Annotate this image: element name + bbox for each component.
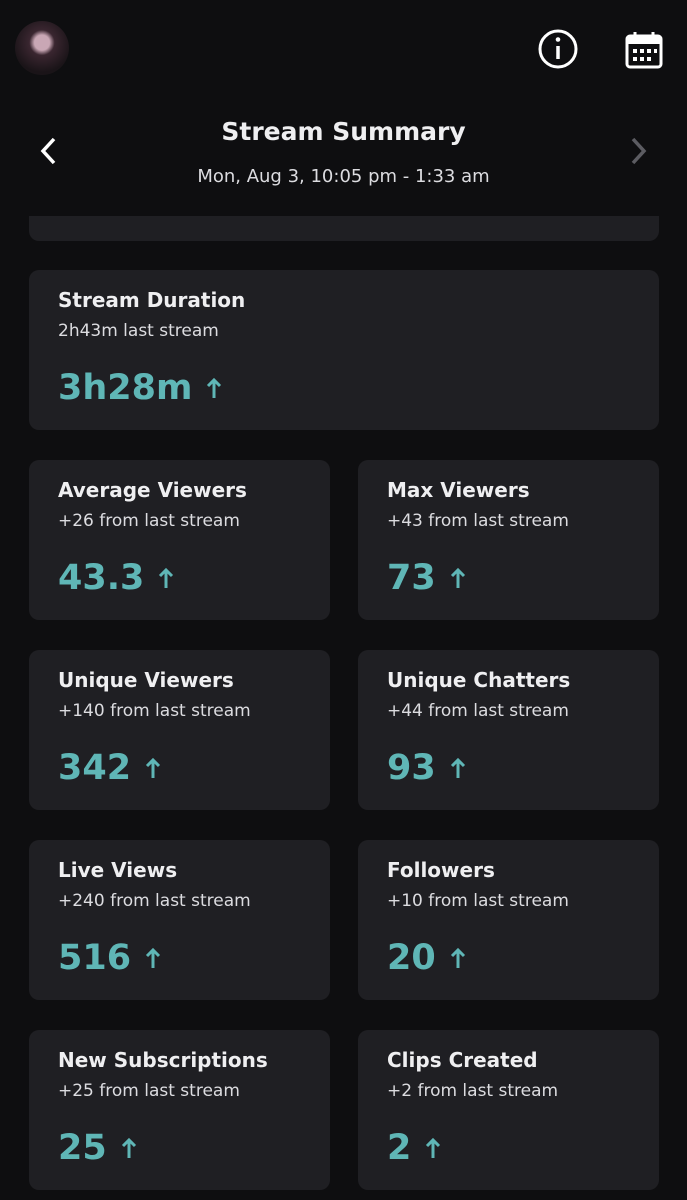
- stat-comparison: +140 from last stream: [58, 701, 251, 721]
- stat-title: Unique Viewers: [58, 668, 234, 692]
- stat-comparison: +240 from last stream: [58, 891, 251, 911]
- stat-value-row: 93: [387, 748, 466, 788]
- up-arrow: [450, 947, 465, 968]
- page-title: Stream Summary: [221, 117, 466, 146]
- stat-value: 342: [58, 748, 132, 788]
- stat-comparison: +26 from last stream: [58, 511, 240, 531]
- stat-value-row: 73: [387, 558, 466, 598]
- stat-value: 2: [387, 1128, 412, 1168]
- stat-comparison: +44 from last stream: [387, 701, 569, 721]
- stat-title: New Subscriptions: [58, 1048, 268, 1072]
- up-arrow: [450, 567, 465, 588]
- stat-title: Live Views: [58, 858, 178, 882]
- stat-value: 3h28m: [58, 368, 193, 408]
- stat-value: 20: [387, 938, 436, 978]
- calendar-button[interactable]: [624, 30, 664, 70]
- stat-title: Followers: [387, 858, 495, 882]
- stat-value: 93: [387, 748, 436, 788]
- stat-value-row: 20: [387, 938, 466, 978]
- info-button[interactable]: [537, 28, 579, 70]
- stat-comparison: +10 from last stream: [387, 891, 569, 911]
- stat-title: Clips Created: [387, 1048, 538, 1072]
- up-arrow: [146, 947, 161, 968]
- up-arrow: [159, 567, 174, 588]
- scroll-mask: [0, 190, 687, 216]
- up-arrow: [426, 1137, 441, 1158]
- stat-card: New Subscriptions +25 from last stream 25: [29, 1030, 330, 1190]
- stat-title: Stream Duration: [58, 288, 246, 312]
- up-arrow: [146, 757, 161, 778]
- stat-card: Max Viewers +43 from last stream 73: [358, 460, 659, 620]
- next-button[interactable]: [625, 136, 651, 166]
- stat-value: 25: [58, 1128, 107, 1168]
- stat-card: Unique Chatters +44 from last stream 93: [358, 650, 659, 810]
- stat-title: Max Viewers: [387, 478, 530, 502]
- stat-card: Live Views +240 from last stream 516: [29, 840, 330, 1000]
- stat-title: Unique Chatters: [387, 668, 571, 692]
- stat-value: 73: [387, 558, 436, 598]
- stat-card: Clips Created +2 from last stream 2: [358, 1030, 659, 1190]
- stat-comparison: +2 from last stream: [387, 1081, 559, 1101]
- stat-comparison: +43 from last stream: [387, 511, 569, 531]
- stat-comparison: +25 from last stream: [58, 1081, 240, 1101]
- stat-value-row: 2: [387, 1128, 441, 1168]
- stat-title: Average Viewers: [58, 478, 247, 502]
- stat-card: Followers +10 from last stream 20: [358, 840, 659, 1000]
- stat-value: 516: [58, 938, 132, 978]
- stat-value-row: 3h28m: [58, 368, 222, 408]
- stat-value: 43.3: [58, 558, 145, 598]
- stat-value-row: 25: [58, 1128, 137, 1168]
- up-arrow: [121, 1137, 136, 1158]
- up-arrow: [450, 757, 465, 778]
- previous-button[interactable]: [36, 136, 62, 166]
- stat-comparison: 2h43m last stream: [58, 321, 219, 341]
- stat-value-row: 342: [58, 748, 161, 788]
- stat-value-row: 43.3: [58, 558, 174, 598]
- page-subtitle: Mon, Aug 3, 10:05 pm - 1:33 am: [197, 166, 490, 187]
- up-arrow: [207, 377, 222, 398]
- stat-value-row: 516: [58, 938, 161, 978]
- stat-card: Unique Viewers +140 from last stream 342: [29, 650, 330, 810]
- stat-card: Average Viewers +26 from last stream 43.3: [29, 460, 330, 620]
- avatar[interactable]: [15, 21, 69, 75]
- stat-card: Stream Duration 2h43m last stream 3h28m: [29, 270, 659, 430]
